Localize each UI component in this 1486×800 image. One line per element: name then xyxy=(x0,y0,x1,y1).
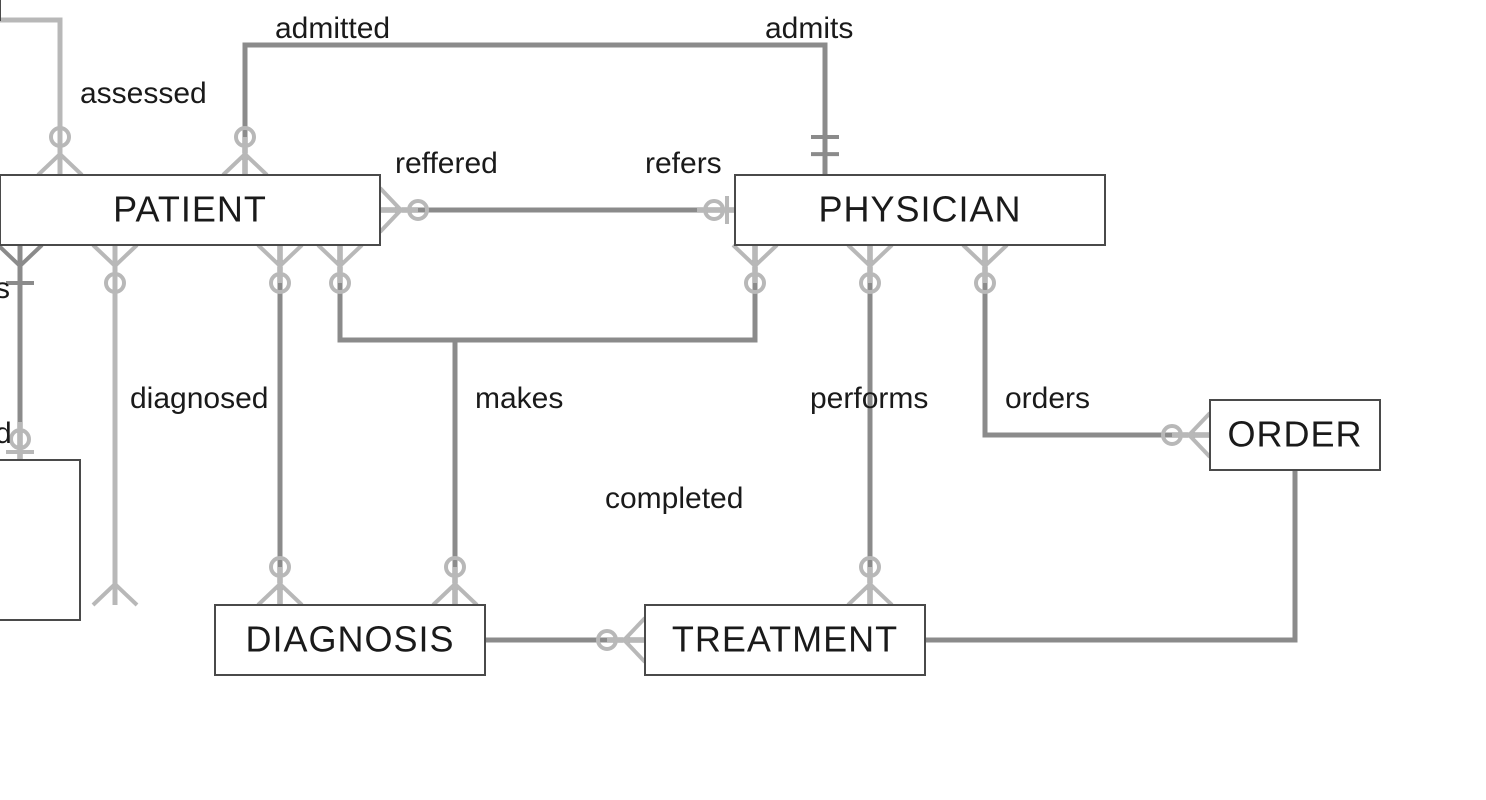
entity-label-treatment: TREATMENT xyxy=(672,619,898,660)
label-diagnosed: diagnosed xyxy=(130,382,268,415)
entity-label-patient: PATIENT xyxy=(113,189,267,230)
labels-layer: admitted admits assessed reffered refers diag… xyxy=(0,12,1090,515)
er-diagram: PATIENT PHYSICIAN DIAGNOSIS TREATMENT ORDER a… xyxy=(0,0,1486,800)
edge-assessed xyxy=(0,20,60,175)
edge-patient-makes-physician xyxy=(340,245,755,340)
label-refers: refers xyxy=(645,147,722,180)
entity-treatment: TREATMENT xyxy=(645,605,925,675)
label-reffered: reffered xyxy=(395,147,498,180)
notation-diagnosis-extra-115 xyxy=(93,567,137,605)
entity-order: ORDER xyxy=(1210,400,1380,470)
label-admitted: admitted xyxy=(275,12,390,45)
label-partial_d: d xyxy=(0,417,12,450)
label-completed: completed xyxy=(605,482,743,515)
label-makes: makes xyxy=(475,382,563,415)
entity-partial_left_bottom xyxy=(0,460,80,620)
entity-label-order: ORDER xyxy=(1227,414,1362,455)
label-assessed: assessed xyxy=(80,77,207,110)
entity-box-partial_left_bottom xyxy=(0,460,80,620)
label-partial_s: s xyxy=(0,272,10,305)
edges-layer xyxy=(0,20,1295,640)
notation-physician-left-refers xyxy=(697,196,735,224)
label-admits: admits xyxy=(765,12,853,45)
label-performs: performs xyxy=(810,382,928,415)
entity-physician: PHYSICIAN xyxy=(735,175,1105,245)
edge-order-treatment xyxy=(925,470,1295,640)
label-orders: orders xyxy=(1005,382,1090,415)
entity-label-physician: PHYSICIAN xyxy=(818,189,1021,230)
entity-diagnosis: DIAGNOSIS xyxy=(215,605,485,675)
entity-label-diagnosis: DIAGNOSIS xyxy=(245,619,454,660)
entity-patient: PATIENT xyxy=(0,175,380,245)
notation-physician-top-admits xyxy=(811,137,839,175)
edge-admitted-admits xyxy=(245,45,825,175)
